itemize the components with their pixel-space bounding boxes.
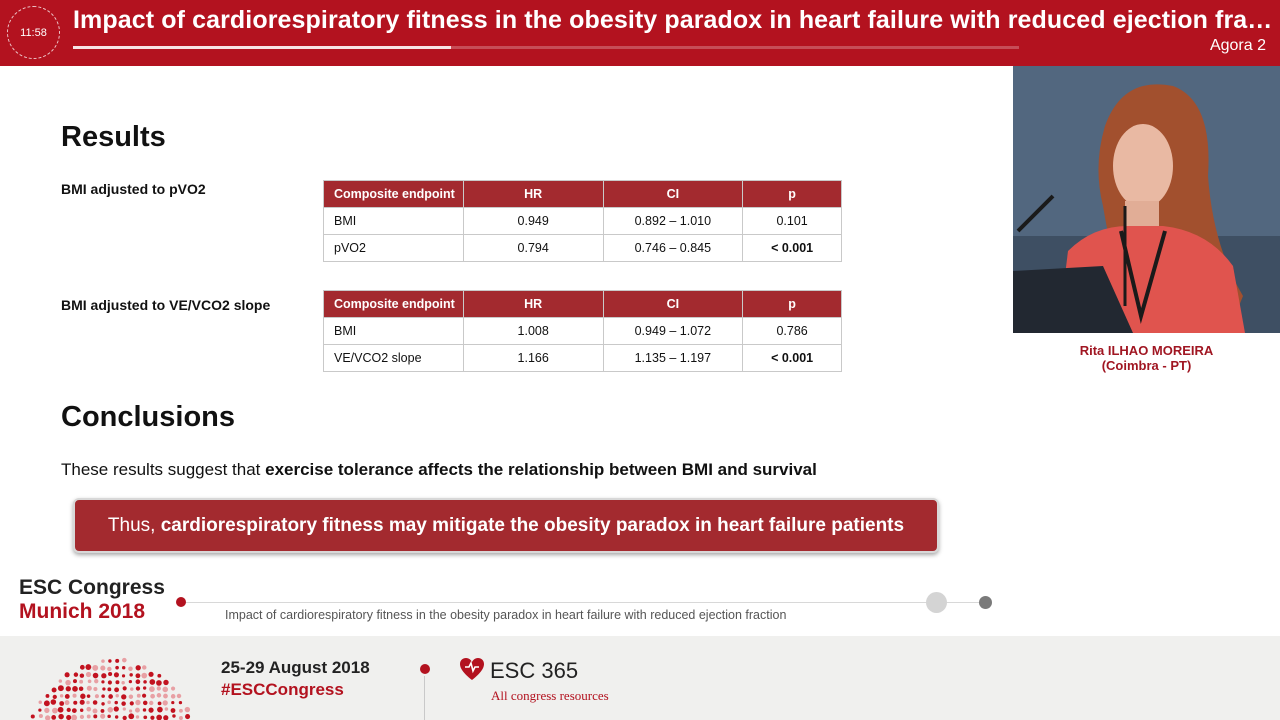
results-heading: Results	[61, 121, 166, 153]
congress-hashtag: #ESCCongress	[221, 680, 344, 699]
playback-progress-fill	[73, 46, 452, 49]
col-header-p: p	[742, 180, 842, 208]
cell-p: 0.101	[742, 207, 842, 235]
speaker-name: Rita ILHAO MOREIRA	[1079, 343, 1214, 358]
cell-endpoint: VE/VCO2 slope	[323, 344, 464, 372]
col-header-endpoint: Composite endpoint	[323, 180, 464, 208]
cell-endpoint: BMI	[323, 317, 464, 345]
speaker-affiliation: (Coimbra - PT)	[1101, 358, 1192, 373]
presentation-slide: Results BMI adjusted to pVO2 Composite e…	[0, 66, 1013, 636]
congress-banner: 25-29 August 2018 #ESCCongress ESC 365 A…	[0, 636, 1280, 720]
col-header-p: p	[742, 290, 842, 318]
slide-footer-title: Impact of cardiorespiratory fitness in t…	[225, 608, 787, 622]
dotted-globe-icon	[30, 657, 191, 720]
callout-prefix: Thus,	[107, 514, 161, 536]
table-label-pvo2: BMI adjusted to pVO2	[61, 181, 206, 197]
cell-ci: 1.135 – 1.197	[602, 344, 744, 372]
table-row: BMI 0.949 0.892 – 1.010 0.101	[323, 207, 842, 235]
cell-ci: 0.949 – 1.072	[602, 317, 744, 345]
banner-red-dot	[420, 664, 430, 674]
table-header-row: Composite endpoint HR CI p	[323, 180, 842, 208]
conclusion-text: These results suggest that exercise tole…	[61, 460, 817, 480]
esc365-heart-icon	[460, 658, 484, 680]
cell-hr: 0.949	[462, 207, 604, 235]
congress-dates: 25-29 August 2018	[221, 658, 370, 677]
footer-red-dot	[176, 597, 186, 607]
cell-p: 0.786	[742, 317, 842, 345]
cell-p: < 0.001	[742, 344, 842, 372]
conclusion-callout: Thus, cardiorespiratory fitness may miti…	[73, 498, 939, 553]
conclusion-emphasis: exercise tolerance affects the relations…	[265, 460, 817, 479]
col-header-hr: HR	[462, 180, 604, 208]
footer-grey-dot-small	[979, 596, 992, 609]
playback-progress[interactable]	[73, 46, 1019, 49]
session-title: Impact of cardiorespiratory fitness in t…	[73, 6, 1273, 34]
speaker-label: Rita ILHAO MOREIRA (Coimbra - PT)	[1013, 343, 1280, 373]
col-header-ci: CI	[602, 180, 744, 208]
cell-hr: 1.008	[462, 317, 604, 345]
table-row: pVO2 0.794 0.746 – 0.845 < 0.001	[323, 234, 842, 262]
esc-congress-logo: ESC Congress Munich 2018	[19, 576, 165, 624]
table-label-vevco2: BMI adjusted to VE/VCO2 slope	[61, 297, 271, 313]
esc365-subtitle[interactable]: All congress resources	[491, 688, 609, 703]
table-row: BMI 1.008 0.949 – 1.072 0.786	[323, 317, 842, 345]
speaker-video[interactable]	[1013, 66, 1280, 333]
results-table-vevco2: Composite endpoint HR CI p BMI 1.008 0.9…	[323, 290, 842, 372]
callout-text: Thus, cardiorespiratory fitness may miti…	[108, 515, 904, 537]
cell-ci: 0.892 – 1.010	[602, 207, 744, 235]
clock-badge: 11:58	[7, 6, 60, 59]
footer-grey-dot-large	[926, 592, 947, 613]
speaker-image	[1013, 66, 1280, 333]
callout-emphasis: cardiorespiratory fitness may mitigate t…	[160, 514, 905, 536]
cell-p: < 0.001	[742, 234, 842, 262]
footer-divider	[181, 602, 986, 603]
room-label: Agora 2	[1209, 37, 1266, 54]
table-row: VE/VCO2 slope 1.166 1.135 – 1.197 < 0.00…	[323, 344, 842, 372]
esc365-link[interactable]: ESC 365	[490, 658, 579, 683]
cell-endpoint: pVO2	[323, 234, 464, 262]
conclusion-prefix: These results suggest that	[61, 460, 266, 479]
cell-endpoint: BMI	[323, 207, 464, 235]
logo-line-1: ESC Congress	[19, 576, 165, 599]
cell-ci: 0.746 – 0.845	[602, 234, 744, 262]
banner-divider	[424, 676, 425, 720]
logo-line-2: Munich 2018	[19, 600, 146, 623]
session-header: 11:58 Impact of cardiorespiratory fitnes…	[0, 0, 1280, 66]
cell-hr: 1.166	[462, 344, 604, 372]
col-header-endpoint: Composite endpoint	[323, 290, 464, 318]
conclusions-heading: Conclusions	[61, 401, 236, 433]
col-header-ci: CI	[602, 290, 744, 318]
table-header-row: Composite endpoint HR CI p	[323, 290, 842, 318]
results-table-pvo2: Composite endpoint HR CI p BMI 0.949 0.8…	[323, 180, 842, 262]
cell-hr: 0.794	[462, 234, 604, 262]
col-header-hr: HR	[462, 290, 604, 318]
